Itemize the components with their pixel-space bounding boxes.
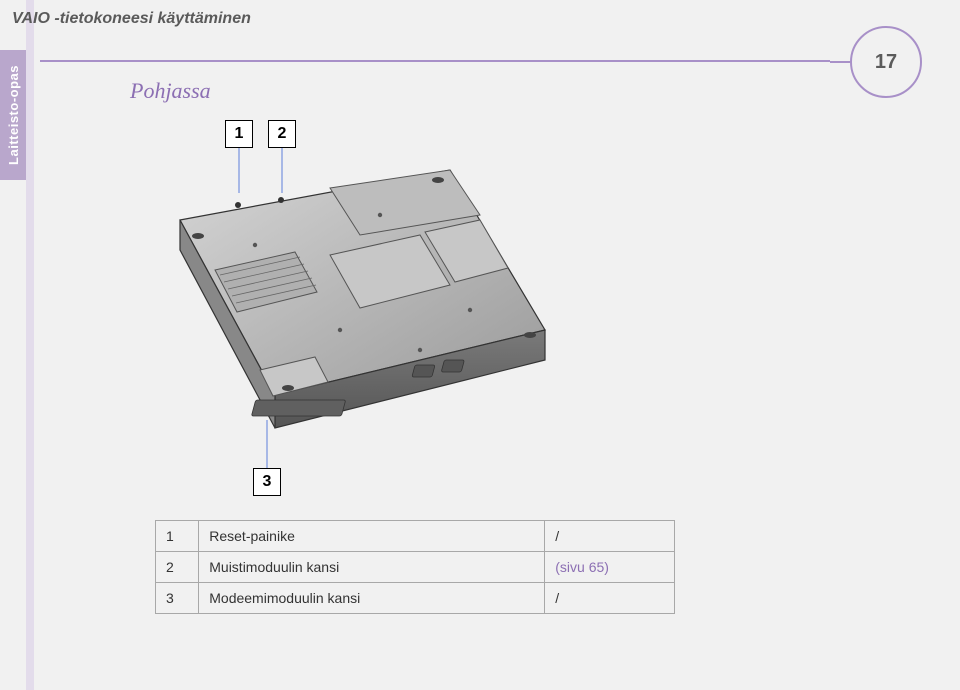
table-row: 2 Muistimoduulin kansi (sivu 65)	[156, 552, 675, 583]
sidebar-stripe	[26, 0, 34, 690]
table-row: 3 Modeemimoduulin kansi /	[156, 583, 675, 614]
row-2-ref-link[interactable]: (sivu 65)	[555, 559, 609, 575]
page-number-circle: 17	[850, 26, 922, 98]
callout-box-3: 3	[253, 468, 281, 496]
section-title: Pohjassa	[130, 78, 211, 104]
callout-box-2: 2	[268, 120, 296, 148]
table-row: 1 Reset-painike /	[156, 521, 675, 552]
callout-3-label: 3	[263, 473, 272, 491]
sidebar-tab: Laitteisto-opas	[0, 50, 26, 180]
laptop-bottom-diagram	[120, 160, 560, 460]
parts-table: 1 Reset-painike / 2 Muistimoduulin kansi…	[155, 520, 675, 614]
row-1-ref: /	[545, 521, 675, 552]
row-3-ref: /	[545, 583, 675, 614]
callout-2-label: 2	[278, 125, 287, 143]
callout-1-label: 1	[235, 125, 244, 143]
row-1-label: Reset-painike	[199, 521, 545, 552]
row-2-label: Muistimoduulin kansi	[199, 552, 545, 583]
row-3-num: 3	[156, 583, 199, 614]
page-number: 17	[875, 51, 897, 74]
row-1-num: 1	[156, 521, 199, 552]
row-2-num: 2	[156, 552, 199, 583]
row-3-label: Modeemimoduulin kansi	[199, 583, 545, 614]
sidebar-label: Laitteisto-opas	[6, 65, 21, 165]
callout-box-1: 1	[225, 120, 253, 148]
header-divider	[40, 60, 830, 62]
header-title: VAIO -tietokoneesi käyttäminen	[12, 10, 251, 28]
